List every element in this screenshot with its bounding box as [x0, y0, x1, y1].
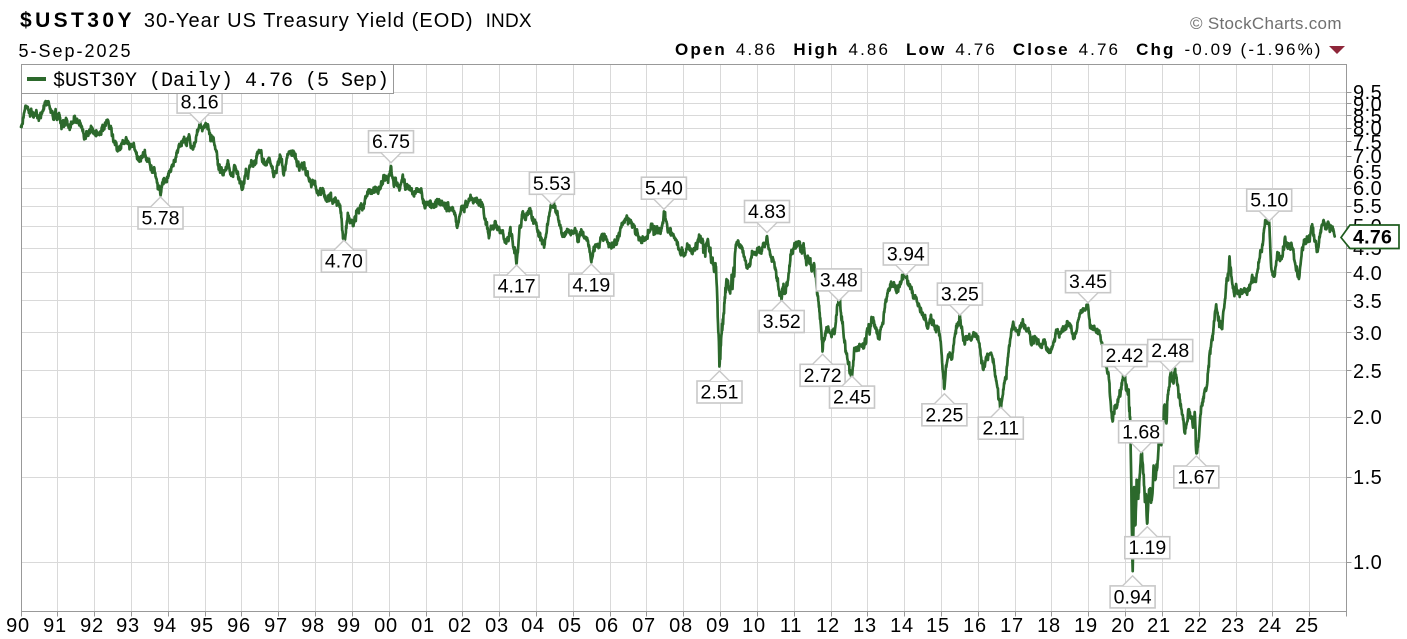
- svg-text:5.53: 5.53: [533, 173, 571, 195]
- svg-text:8.0: 8.0: [1353, 118, 1382, 140]
- svg-text:15: 15: [926, 615, 950, 637]
- svg-text:90: 90: [6, 615, 30, 637]
- svg-text:06: 06: [595, 615, 619, 637]
- svg-text:14: 14: [890, 615, 914, 637]
- svg-text:4.0: 4.0: [1353, 263, 1382, 285]
- svg-text:25: 25: [1295, 615, 1319, 637]
- svg-text:20: 20: [1111, 615, 1135, 637]
- svg-text:2.45: 2.45: [833, 387, 871, 409]
- svg-text:19: 19: [1074, 615, 1098, 637]
- svg-text:01: 01: [411, 615, 435, 637]
- svg-text:04: 04: [521, 615, 545, 637]
- svg-text:9.0: 9.0: [1353, 94, 1382, 116]
- svg-text:13: 13: [853, 615, 877, 637]
- svg-text:8.16: 8.16: [181, 92, 219, 114]
- svg-text:4.76: 4.76: [1353, 227, 1392, 249]
- svg-text:1.0: 1.0: [1353, 552, 1382, 574]
- svg-text:02: 02: [448, 615, 472, 637]
- svg-text:3.52: 3.52: [763, 311, 801, 333]
- svg-text:23: 23: [1221, 615, 1245, 637]
- svg-text:9.5: 9.5: [1353, 82, 1382, 104]
- svg-text:93: 93: [116, 615, 140, 637]
- svg-text:1.19: 1.19: [1128, 537, 1166, 559]
- svg-text:16: 16: [963, 615, 987, 637]
- svg-text:2.72: 2.72: [804, 365, 842, 387]
- svg-text:1.67: 1.67: [1177, 467, 1215, 489]
- svg-text:99: 99: [337, 615, 361, 637]
- svg-text:00: 00: [374, 615, 398, 637]
- svg-text:1.5: 1.5: [1353, 467, 1382, 489]
- svg-text:3.0: 3.0: [1353, 323, 1382, 345]
- svg-text:3.25: 3.25: [941, 284, 979, 306]
- svg-text:6.75: 6.75: [372, 131, 410, 153]
- svg-text:2.42: 2.42: [1106, 345, 1144, 367]
- svg-text:98: 98: [301, 615, 325, 637]
- svg-text:$UST30Y (Daily) 4.76 (5 Sep): $UST30Y (Daily) 4.76 (5 Sep): [53, 70, 389, 93]
- svg-text:5.5: 5.5: [1353, 196, 1382, 218]
- svg-text:95: 95: [190, 615, 214, 637]
- svg-text:0.94: 0.94: [1114, 586, 1152, 608]
- svg-text:3.48: 3.48: [820, 269, 858, 291]
- svg-text:4.19: 4.19: [572, 275, 610, 297]
- svg-text:97: 97: [264, 615, 288, 637]
- svg-text:3.5: 3.5: [1353, 291, 1382, 313]
- svg-text:92: 92: [80, 615, 104, 637]
- svg-text:7.5: 7.5: [1353, 132, 1382, 154]
- svg-text:22: 22: [1184, 615, 1208, 637]
- svg-text:6.0: 6.0: [1353, 178, 1382, 200]
- svg-text:08: 08: [669, 615, 693, 637]
- svg-text:2.11: 2.11: [983, 418, 1020, 440]
- svg-text:10: 10: [742, 615, 766, 637]
- svg-text:3.45: 3.45: [1069, 271, 1107, 293]
- svg-text:03: 03: [485, 615, 509, 637]
- svg-text:4.17: 4.17: [498, 276, 536, 298]
- svg-text:3.94: 3.94: [887, 244, 925, 266]
- svg-text:2.25: 2.25: [925, 404, 963, 426]
- svg-text:21: 21: [1147, 615, 1171, 637]
- svg-text:07: 07: [632, 615, 656, 637]
- svg-text:5.40: 5.40: [645, 178, 683, 200]
- svg-text:1.68: 1.68: [1122, 421, 1160, 443]
- svg-text:94: 94: [153, 615, 177, 637]
- svg-text:6.5: 6.5: [1353, 162, 1382, 184]
- svg-text:2.0: 2.0: [1353, 407, 1382, 429]
- svg-text:96: 96: [227, 615, 251, 637]
- svg-text:05: 05: [558, 615, 582, 637]
- svg-text:7.0: 7.0: [1353, 146, 1382, 168]
- svg-text:18: 18: [1037, 615, 1061, 637]
- svg-text:4.83: 4.83: [748, 201, 786, 223]
- svg-text:2.51: 2.51: [701, 382, 739, 404]
- svg-text:8.5: 8.5: [1353, 106, 1382, 128]
- svg-text:91: 91: [43, 615, 67, 637]
- svg-text:4.70: 4.70: [325, 251, 363, 273]
- svg-text:24: 24: [1258, 615, 1282, 637]
- svg-text:11: 11: [780, 615, 802, 637]
- svg-text:2.5: 2.5: [1353, 361, 1382, 383]
- svg-text:09: 09: [706, 615, 730, 637]
- svg-text:5.78: 5.78: [142, 208, 180, 230]
- svg-text:12: 12: [816, 615, 840, 637]
- svg-text:2.48: 2.48: [1151, 340, 1189, 362]
- svg-text:17: 17: [1000, 615, 1024, 637]
- svg-text:5.10: 5.10: [1250, 190, 1288, 212]
